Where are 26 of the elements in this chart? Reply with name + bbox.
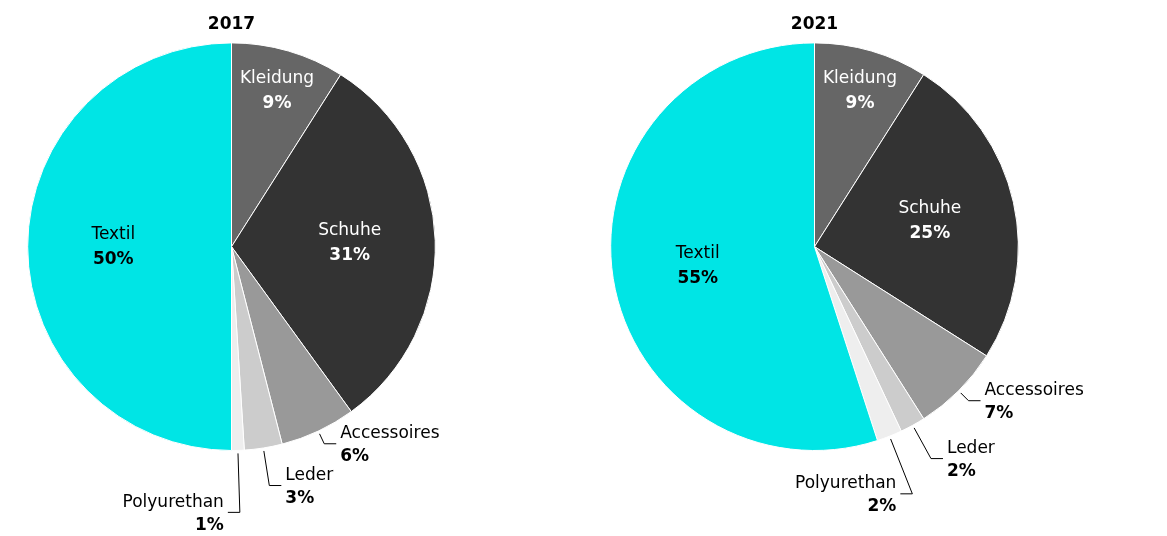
slice-label: Textil	[674, 241, 720, 262]
data-label: 2%	[867, 495, 897, 516]
slice-label: Polyurethan	[122, 490, 224, 511]
slice-label: Kleidung	[822, 66, 898, 87]
slice-label: Accessoires	[340, 422, 440, 443]
data-label: 7%	[984, 402, 1014, 423]
data-label: 6%	[340, 445, 370, 466]
data-label: 55%	[677, 266, 719, 287]
data-label: 31%	[329, 244, 370, 265]
data-label: 25%	[909, 222, 951, 243]
data-label: 3%	[285, 486, 315, 507]
slice-label: Polyurethan	[795, 472, 897, 493]
slice-label: Accessoires	[984, 379, 1084, 400]
slice-label: Leder	[285, 463, 334, 484]
data-label: 1%	[194, 513, 224, 534]
data-label: 50%	[92, 248, 134, 269]
data-label: 9%	[262, 91, 292, 112]
slice-label: Schuhe	[318, 219, 382, 240]
chart-title: 2021	[790, 12, 839, 33]
chart-title: 2017	[207, 12, 256, 33]
slice-label: Schuhe	[898, 197, 962, 218]
slice-label: Textil	[90, 223, 136, 244]
data-label: 2%	[946, 460, 976, 481]
slice-label: Leder	[946, 437, 995, 458]
slice-label: Kleidung	[239, 66, 315, 87]
data-label: 9%	[845, 91, 875, 112]
